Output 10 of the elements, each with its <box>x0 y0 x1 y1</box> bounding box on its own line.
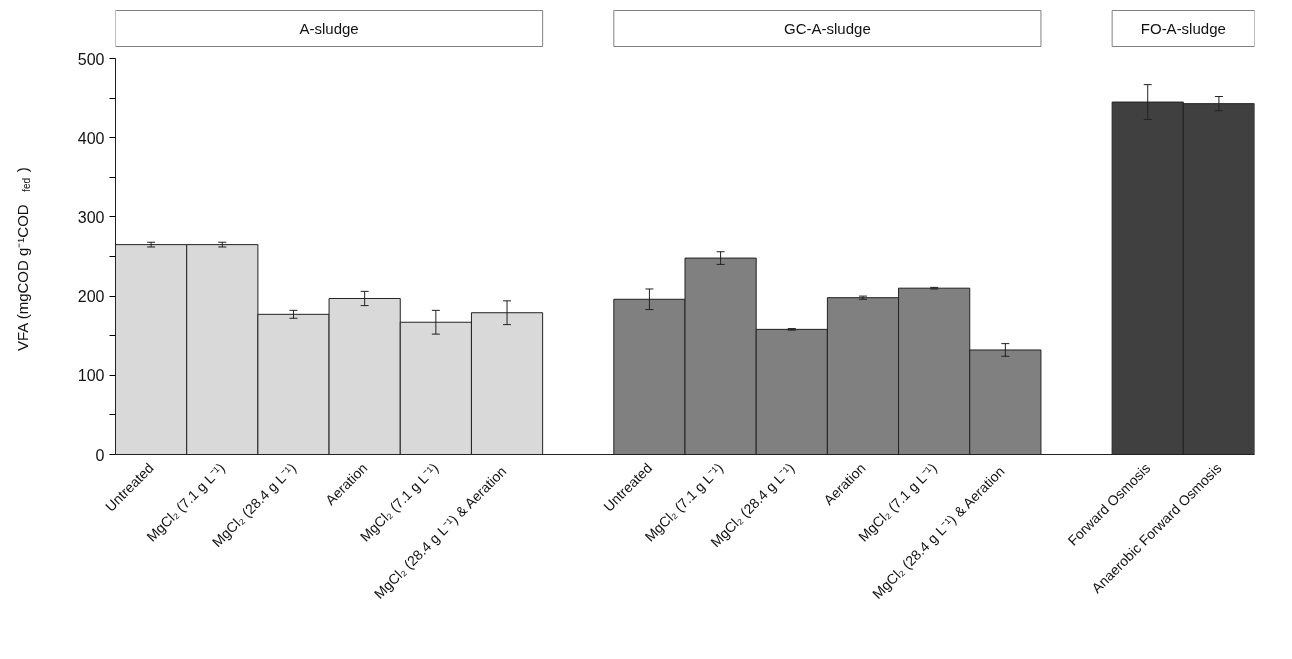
text: A-sludge <box>299 20 359 37</box>
y-tick-label: 400 <box>77 129 105 147</box>
y-axis-title: VFA (mgCOD g⁻¹CODfed) <box>14 167 32 351</box>
text: GC-A-sludge <box>784 20 871 37</box>
y-tick-label: 200 <box>77 288 105 306</box>
y-tick-label: 0 <box>95 446 105 464</box>
y-tick-label: 300 <box>77 208 105 226</box>
y-tick-label: 100 <box>77 367 105 385</box>
y-tick-label: 500 <box>77 50 105 68</box>
text: FO-A-sludge <box>1140 20 1226 37</box>
